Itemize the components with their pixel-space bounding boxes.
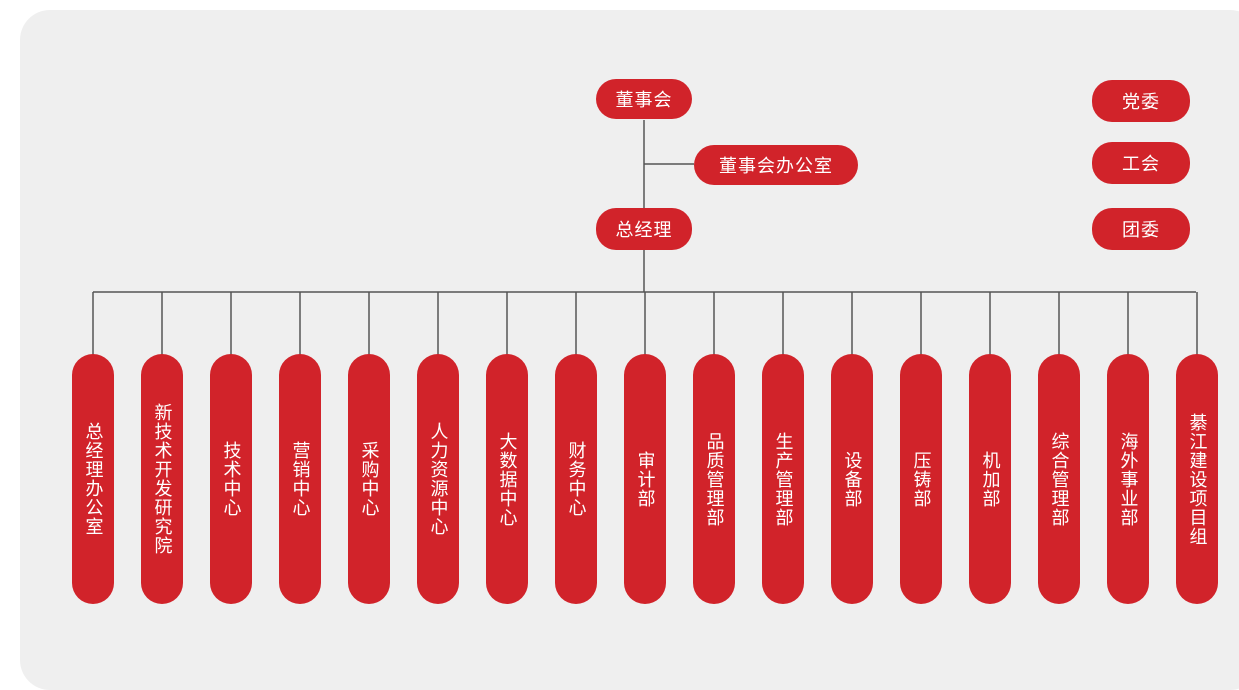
department-node-1[interactable]: 总经理办公室 — [72, 354, 114, 604]
department-node-13[interactable]: 压铸部 — [900, 354, 942, 604]
department-node-12[interactable]: 设备部 — [831, 354, 873, 604]
department-node-15[interactable]: 综合管理部 — [1038, 354, 1080, 604]
department-node-6[interactable]: 人力资源中心 — [417, 354, 459, 604]
department-node-8[interactable]: 财务中心 — [555, 354, 597, 604]
department-node-16[interactable]: 海外事业部 — [1107, 354, 1149, 604]
node-labor-union[interactable]: 工会 — [1092, 142, 1190, 184]
department-node-14[interactable]: 机加部 — [969, 354, 1011, 604]
department-node-11[interactable]: 生产管理部 — [762, 354, 804, 604]
department-node-5[interactable]: 采购中心 — [348, 354, 390, 604]
node-board-office[interactable]: 董事会办公室 — [694, 145, 858, 185]
node-youth-league[interactable]: 团委 — [1092, 208, 1190, 250]
department-node-7[interactable]: 大数据中心 — [486, 354, 528, 604]
node-party-committee[interactable]: 党委 — [1092, 80, 1190, 122]
department-node-4[interactable]: 营销中心 — [279, 354, 321, 604]
department-node-10[interactable]: 品质管理部 — [693, 354, 735, 604]
department-node-3[interactable]: 技术中心 — [210, 354, 252, 604]
department-node-9[interactable]: 审计部 — [624, 354, 666, 604]
node-general-manager[interactable]: 总经理 — [596, 208, 692, 250]
department-node-2[interactable]: 新技术开发研究院 — [141, 354, 183, 604]
node-board[interactable]: 董事会 — [596, 79, 692, 119]
department-node-17[interactable]: 綦江建设项目组 — [1176, 354, 1218, 604]
